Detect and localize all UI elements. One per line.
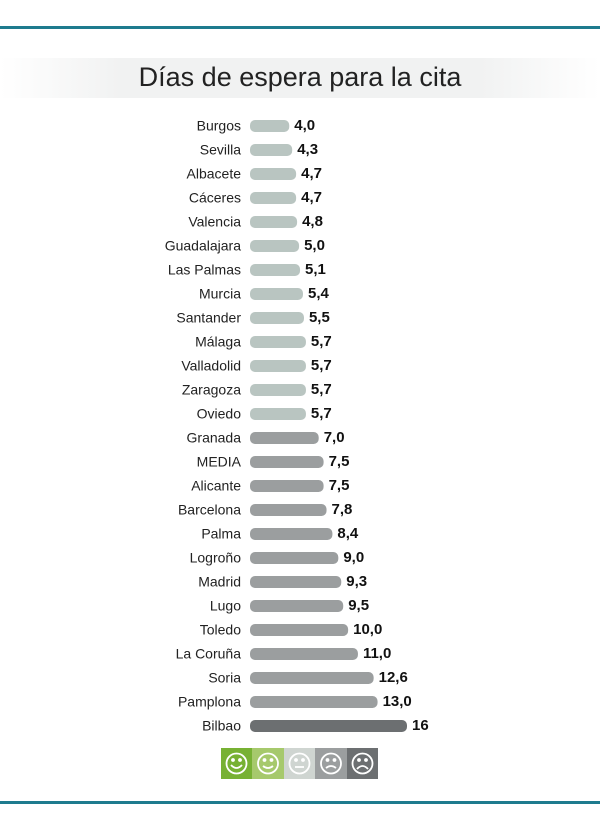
- bar: [250, 360, 306, 372]
- value-label: 16: [412, 717, 429, 734]
- category-label: La Coruña: [176, 646, 242, 662]
- bar: [250, 504, 327, 516]
- title-band: [0, 58, 600, 98]
- bottom-rule: [0, 801, 600, 804]
- category-label: Málaga: [195, 334, 241, 350]
- category-label: Sevilla: [200, 142, 241, 158]
- value-label: 9,0: [343, 549, 364, 566]
- bar: [250, 648, 358, 660]
- chart-title: Días de espera para la cita: [139, 62, 463, 92]
- category-label: Lugo: [210, 598, 241, 614]
- category-label: Soria: [208, 670, 241, 686]
- bar: [250, 384, 306, 396]
- value-label: 11,0: [363, 645, 391, 662]
- value-label: 5,7: [311, 405, 332, 422]
- bar: [250, 600, 344, 612]
- bar: [250, 240, 300, 252]
- category-label: Barcelona: [178, 502, 241, 518]
- bar: [250, 456, 324, 468]
- category-label: Bilbao: [202, 718, 241, 734]
- category-label: Oviedo: [197, 406, 242, 422]
- bar: [250, 528, 333, 540]
- bar: [250, 720, 407, 732]
- category-label: Zaragoza: [182, 382, 241, 398]
- value-label: 7,8: [332, 501, 353, 518]
- category-label: Granada: [187, 430, 242, 446]
- value-label: 9,3: [346, 573, 367, 590]
- value-label: 9,5: [348, 597, 369, 614]
- category-label: Santander: [176, 310, 241, 326]
- bar: [250, 552, 339, 564]
- mood-legend: [221, 748, 378, 779]
- value-label: 8,4: [337, 525, 359, 542]
- category-label: Madrid: [198, 574, 241, 590]
- category-label: Alicante: [191, 478, 241, 494]
- bar: [250, 144, 293, 156]
- value-label: 4,8: [302, 213, 323, 230]
- category-label: Valencia: [188, 214, 241, 230]
- value-label: 5,1: [305, 261, 326, 278]
- bar: [250, 168, 297, 180]
- category-label: Burgos: [197, 118, 241, 134]
- bar: [250, 312, 304, 324]
- value-label: 12,6: [379, 669, 408, 686]
- category-label: Valladolid: [181, 358, 241, 374]
- value-label: 5,7: [311, 357, 332, 374]
- bar: [250, 192, 297, 204]
- category-label: Pamplona: [178, 694, 241, 710]
- category-label: Logroño: [190, 550, 242, 566]
- value-label: 5,7: [311, 381, 332, 398]
- bar: [250, 576, 342, 588]
- category-label: Guadalajara: [165, 238, 241, 254]
- value-label: 4,0: [294, 117, 315, 134]
- value-label: 5,7: [311, 333, 332, 350]
- bar: [250, 480, 324, 492]
- category-label: MEDIA: [197, 454, 242, 470]
- value-label: 4,3: [297, 141, 318, 158]
- category-label: Palma: [201, 526, 241, 542]
- bar: [250, 672, 374, 684]
- value-label: 5,5: [309, 309, 330, 326]
- value-label: 4,7: [301, 165, 322, 182]
- category-label: Las Palmas: [168, 262, 241, 278]
- value-label: 10,0: [353, 621, 382, 638]
- bar: [250, 264, 301, 276]
- bar: [250, 336, 306, 348]
- value-label: 5,4: [308, 285, 330, 302]
- bar: [250, 120, 290, 132]
- value-label: 4,7: [301, 189, 322, 206]
- category-label: Cáceres: [189, 190, 241, 206]
- value-label: 7,5: [329, 453, 350, 470]
- category-label: Murcia: [199, 286, 241, 302]
- value-label: 5,0: [304, 237, 325, 254]
- bar: [250, 288, 303, 300]
- category-label: Albacete: [187, 166, 242, 182]
- bar: [250, 624, 349, 636]
- value-label: 13,0: [383, 693, 412, 710]
- value-label: 7,0: [324, 429, 345, 446]
- value-label: 7,5: [329, 477, 350, 494]
- bar: [250, 696, 378, 708]
- category-label: Toledo: [200, 622, 241, 638]
- top-rule: [0, 26, 600, 29]
- bar: [250, 408, 306, 420]
- bar: [250, 432, 319, 444]
- bar: [250, 216, 298, 228]
